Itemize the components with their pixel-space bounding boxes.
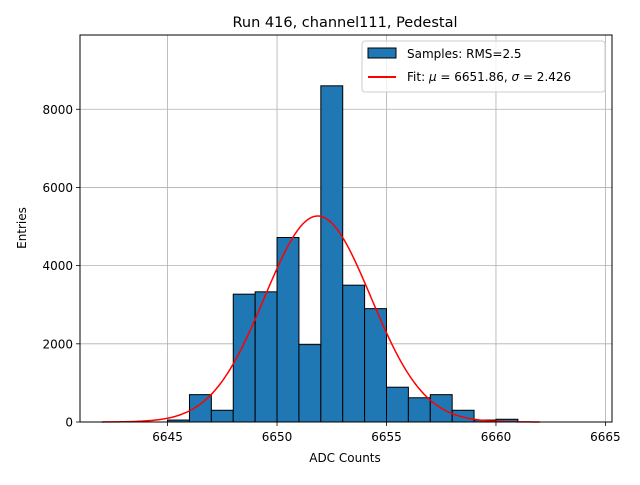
x-tick-label: 6645 — [152, 430, 183, 444]
y-tick-label: 8000 — [42, 103, 73, 117]
legend-histogram-label: Samples: RMS=2.5 — [407, 47, 522, 61]
legend-fit-mu-value: = 6651.86, — [437, 70, 512, 84]
x-axis-label: ADC Counts — [309, 451, 381, 465]
histogram-bar — [276, 236, 300, 423]
histogram-bar — [407, 397, 431, 423]
x-tick-label: 6660 — [481, 430, 512, 444]
legend-fit-sigma-value: = 2.426 — [519, 70, 571, 84]
chart-title: Run 416, channel111, Pedestal — [232, 15, 457, 31]
x-tick-label: 6655 — [371, 430, 402, 444]
y-tick-label: 2000 — [42, 337, 73, 351]
y-tick-label: 0 — [65, 416, 73, 430]
histogram-bar — [342, 284, 366, 423]
plot-frame — [79, 34, 613, 423]
legend-histogram-swatch — [367, 47, 397, 59]
y-tick-label: 6000 — [42, 181, 73, 195]
x-tick-label: 6665 — [590, 430, 621, 444]
legend-fit-mu-symbol: μ — [428, 70, 437, 84]
histogram-bar — [298, 344, 322, 423]
histogram-bar — [320, 85, 344, 423]
fit-curve — [101, 215, 540, 423]
histogram-bar — [451, 409, 475, 423]
legend-fit-prefix: Fit: — [407, 70, 429, 84]
ticks-layer: 6645 6650 6655 6660 6665 0 2000 4000 6000 8000 — [42, 103, 620, 444]
legend-fit-sigma-symbol: σ — [512, 70, 520, 84]
bars-layer — [167, 85, 519, 423]
x-tick-label: 6650 — [262, 430, 293, 444]
y-tick-label: 4000 — [42, 259, 73, 273]
y-axis-label: Entries — [15, 207, 29, 249]
legend-fit-label: Fit: μ = 6651.86, σ = 2.426 — [407, 70, 571, 84]
histogram-bar — [210, 409, 234, 423]
legend: Samples: RMS=2.5 Fit: μ = 6651.86, σ = 2… — [361, 40, 606, 93]
histogram-bar — [386, 386, 409, 423]
legend-box — [361, 40, 606, 93]
